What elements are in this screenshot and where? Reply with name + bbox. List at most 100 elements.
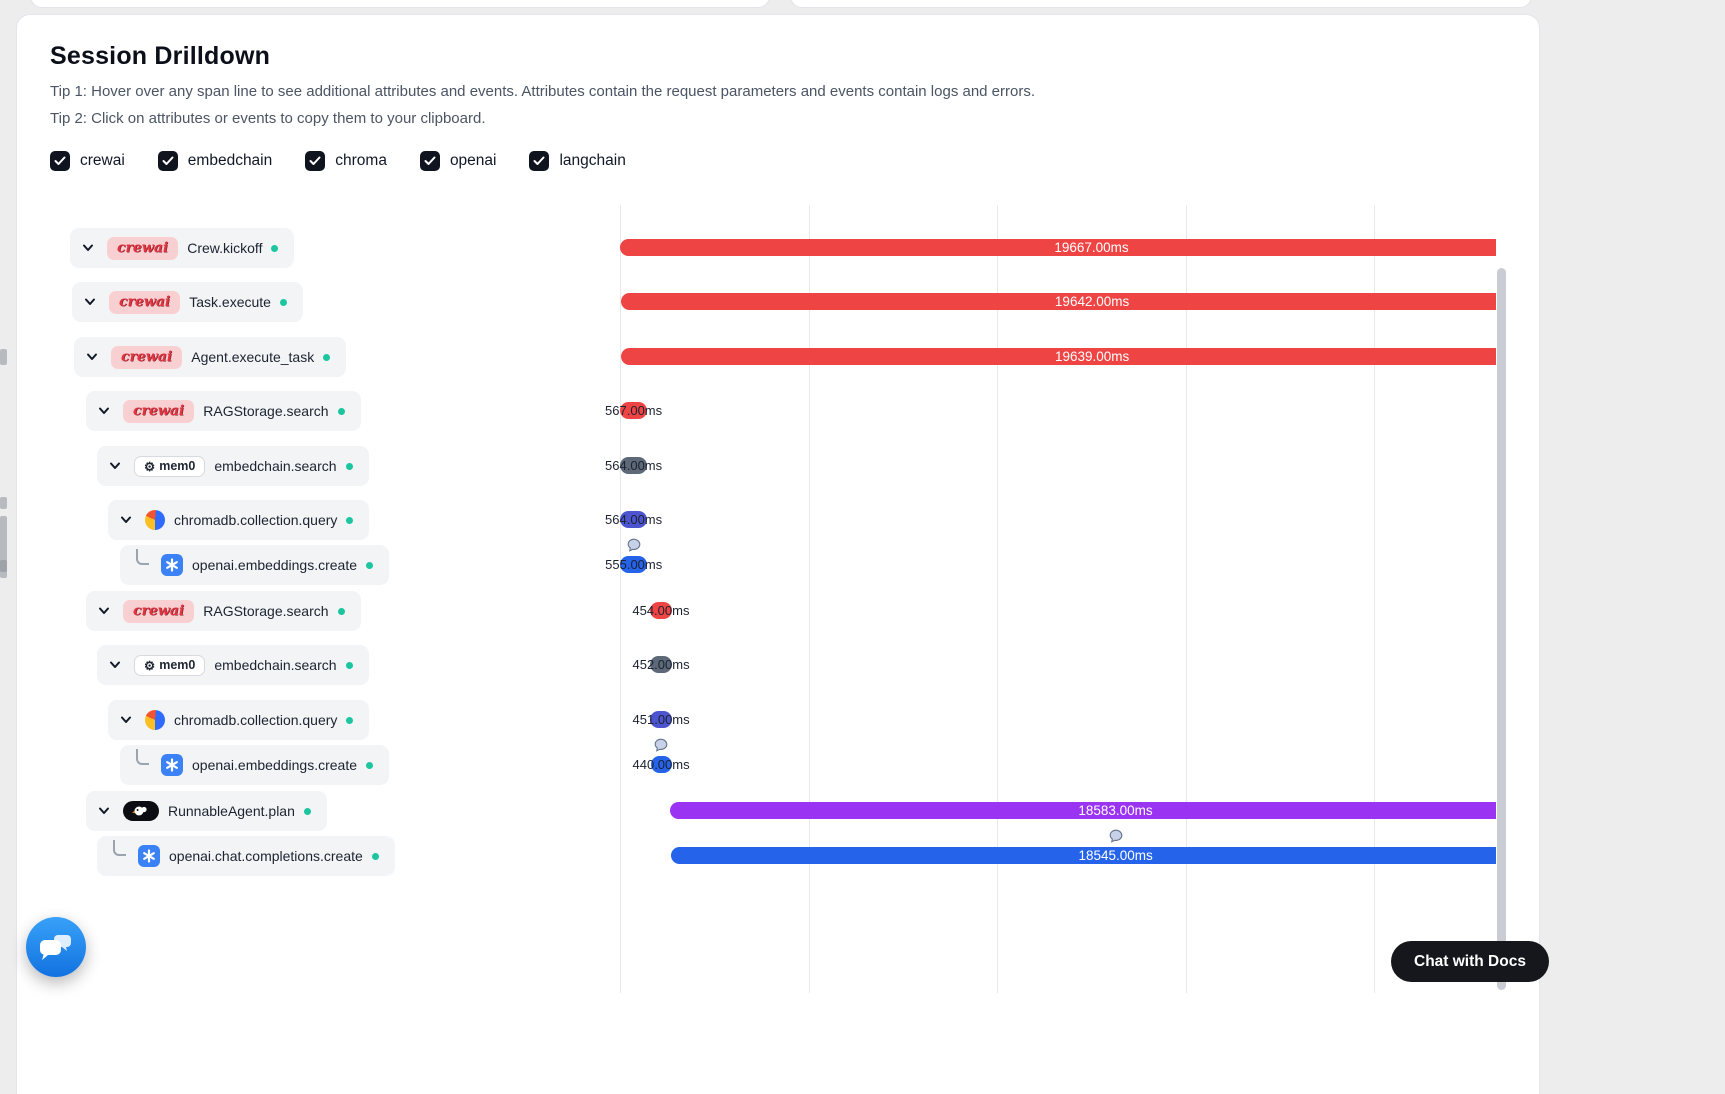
span-duration-label: 18583.00ms [1078, 803, 1153, 818]
span-name: openai.chat.completions.create [169, 848, 363, 864]
span-row-Agent.execute_task[interactable]: crewai Agent.execute_task [74, 337, 347, 377]
span-row-Crew.kickoff[interactable]: crewai Crew.kickoff [70, 228, 295, 268]
span-name: chromadb.collection.query [174, 712, 338, 728]
status-dot [303, 807, 311, 815]
span-row-embedchain.search[interactable]: ⚙ mem0 embedchain.search [97, 645, 369, 685]
span-bar-Agent.execute_task[interactable]: 19639.00ms [621, 348, 1496, 365]
chevron-down-icon[interactable] [116, 710, 136, 730]
tip-1-text: Tip 1: Hover over any span line to see a… [50, 83, 1036, 100]
span-duration-label: 564.00ms [605, 512, 663, 527]
span-name: embedchain.search [214, 458, 337, 474]
openai-knot-icon [165, 558, 179, 572]
vertical-scrollbar-thumb[interactable] [1497, 268, 1506, 990]
span-row-RAGStorage.search[interactable]: crewai RAGStorage.search [86, 391, 361, 431]
span-row-chromadb.collection.query[interactable]: chromadb.collection.query [108, 700, 370, 740]
filter-openai[interactable]: openai [419, 151, 496, 171]
event-bubble-icon[interactable] [653, 737, 669, 753]
span-duration-label: 452.00ms [632, 657, 690, 672]
status-dot [337, 407, 345, 415]
chevron-down-glyph [84, 298, 96, 306]
top-card-fragment-left [30, 0, 770, 8]
span-duration-label: 440.00ms [632, 757, 690, 772]
mem0-logo-text: mem0 [159, 459, 196, 473]
filter-label: chroma [335, 152, 387, 169]
checkmark-icon [162, 156, 174, 166]
chevron-down-icon[interactable] [94, 401, 114, 421]
span-duration-label: 451.00ms [632, 712, 690, 727]
chevron-down-icon[interactable] [78, 238, 98, 258]
span-duration-label: 564.00ms [605, 458, 663, 473]
chevron-down-icon[interactable] [80, 292, 100, 312]
library-filters: crewai embedchain chroma openai langchain [50, 151, 626, 171]
status-dot [323, 353, 331, 361]
checkbox-openai-checked[interactable] [419, 151, 440, 171]
span-row-RAGStorage.search[interactable]: crewai RAGStorage.search [86, 591, 361, 631]
chat-widget-button[interactable] [26, 917, 86, 977]
chevron-down-glyph [120, 516, 132, 524]
chevron-down-glyph [120, 716, 132, 724]
span-bar-openai.chat.completions.create[interactable]: 18545.00ms [671, 847, 1496, 864]
filter-langchain[interactable]: langchain [529, 151, 626, 171]
openai-logo [161, 754, 183, 776]
span-row-RunnableAgent.plan[interactable]: RunnableAgent.plan [86, 791, 327, 831]
span-duration-label: 454.00ms [632, 603, 690, 618]
span-bar-Task.execute[interactable]: 19642.00ms [621, 293, 1496, 310]
status-dot [366, 561, 374, 569]
span-bar-RunnableAgent.plan[interactable]: 18583.00ms [670, 802, 1496, 819]
span-bar-Crew.kickoff[interactable]: 19667.00ms [620, 239, 1496, 256]
chevron-down-icon[interactable] [116, 510, 136, 530]
span-bar-chromadb.collection.query[interactable]: 564.00ms [605, 511, 662, 528]
gridline [997, 205, 998, 993]
span-duration-label: 567.00ms [605, 403, 663, 418]
checkbox-embedchain-checked[interactable] [157, 151, 178, 171]
span-row-openai.embeddings.create[interactable]: openai.embeddings.create [120, 745, 390, 785]
chat-bubbles-icon [39, 932, 73, 962]
left-edge-clipped-content [0, 497, 7, 509]
status-dot [345, 462, 353, 470]
chat-with-docs-button[interactable]: Chat with Docs [1391, 941, 1549, 982]
openai-logo [138, 845, 160, 867]
filter-label: langchain [559, 152, 626, 169]
span-name: embedchain.search [214, 657, 337, 673]
left-edge-clipped-content [0, 349, 7, 365]
filter-chroma[interactable]: chroma [305, 151, 387, 171]
event-bubble-icon[interactable] [626, 537, 642, 553]
span-row-embedchain.search[interactable]: ⚙ mem0 embedchain.search [97, 446, 369, 486]
span-duration-label: 19667.00ms [1054, 240, 1129, 255]
filter-embedchain[interactable]: embedchain [157, 151, 272, 171]
filter-crewai[interactable]: crewai [50, 151, 125, 171]
checkbox-crewai-checked[interactable] [50, 151, 70, 171]
crewai-logo: crewai [111, 345, 183, 369]
span-bar-RAGStorage.search[interactable]: 454.00ms [632, 602, 689, 619]
chevron-down-icon[interactable] [105, 456, 125, 476]
checkbox-langchain-checked[interactable] [529, 151, 550, 171]
event-bubble-icon[interactable] [1108, 828, 1124, 844]
span-row-chromadb.collection.query[interactable]: chromadb.collection.query [108, 500, 370, 540]
span-row-openai.chat.completions.create[interactable]: openai.chat.completions.create [97, 836, 395, 876]
chevron-down-icon[interactable] [105, 655, 125, 675]
chevron-down-glyph [98, 607, 110, 615]
gridline [1186, 205, 1187, 993]
chevron-down-icon[interactable] [94, 601, 114, 621]
span-bar-RAGStorage.search[interactable]: 567.00ms [605, 402, 662, 419]
span-bar-openai.embeddings.create[interactable]: 440.00ms [633, 756, 690, 773]
chevron-down-icon[interactable] [82, 347, 102, 367]
span-bar-embedchain.search[interactable]: 564.00ms [605, 457, 662, 474]
chroma-logo [145, 510, 165, 530]
span-bar-openai.embeddings.create[interactable]: 555.00ms [605, 556, 662, 573]
span-row-openai.embeddings.create[interactable]: openai.embeddings.create [120, 545, 390, 585]
span-row-Task.execute[interactable]: crewai Task.execute [72, 282, 303, 322]
status-dot [279, 298, 287, 306]
crewai-logo: crewai [109, 290, 181, 314]
mem0-logo: ⚙ mem0 [134, 654, 206, 676]
mem0-logo-text: mem0 [159, 658, 196, 672]
span-bar-embedchain.search[interactable]: 452.00ms [632, 656, 690, 673]
chevron-down-glyph [82, 244, 94, 252]
langchain-logo [123, 801, 159, 821]
checkmark-icon [533, 156, 545, 166]
status-dot [371, 852, 379, 860]
span-bar-chromadb.collection.query[interactable]: 451.00ms [633, 711, 690, 728]
chevron-down-icon[interactable] [94, 801, 114, 821]
checkbox-chroma-checked[interactable] [305, 151, 326, 171]
span-duration-label: 19642.00ms [1054, 294, 1130, 309]
